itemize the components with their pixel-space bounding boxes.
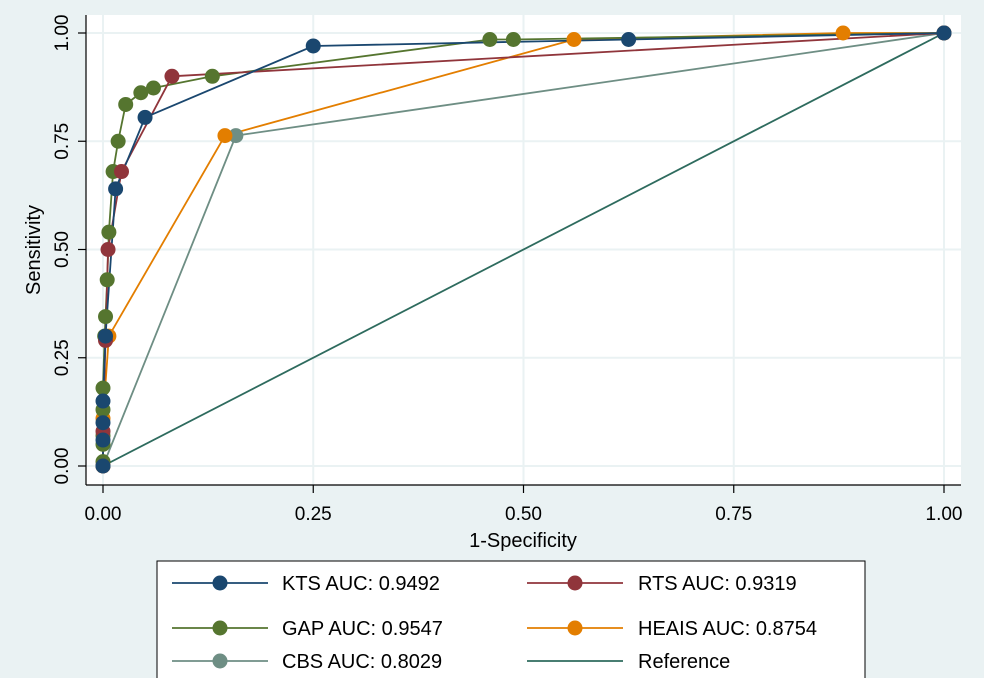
series-2-point-14 <box>145 80 161 96</box>
y-tick-label-3: 0.75 <box>52 123 73 160</box>
series-2-point-15 <box>204 68 220 84</box>
series-2-point-5 <box>95 380 111 396</box>
series-line-5 <box>102 32 945 467</box>
legend-marker-1 <box>567 575 583 591</box>
legend-label-3: HEAIS AUC: 0.8754 <box>638 618 817 640</box>
series-0-point-6 <box>137 109 153 125</box>
legend-label-4: CBS AUC: 0.8029 <box>282 651 442 673</box>
legend-label-5: Reference <box>638 651 730 673</box>
y-tick-label-1: 0.25 <box>52 339 73 376</box>
series-1-point-5 <box>164 68 180 84</box>
legend-marker-0 <box>212 575 228 591</box>
legend-label-1: RTS AUC: 0.9319 <box>638 573 797 595</box>
series-2-point-8 <box>99 272 115 288</box>
series-0-point-1 <box>95 432 111 448</box>
x-tick-label-0: 0.00 <box>85 504 122 525</box>
legend: KTS AUC: 0.9492 RTS AUC: 0.9319 GAP AUC: 0… <box>172 573 817 673</box>
x-tick-label-3: 0.75 <box>715 504 752 525</box>
series-3-point-5 <box>835 25 851 41</box>
series-0-point-5 <box>108 181 124 197</box>
series-0-point-7 <box>305 38 321 54</box>
series-2-point-9 <box>101 224 117 240</box>
y-tick-label-4: 1.00 <box>52 15 73 52</box>
y-axis-label: Sensitivity <box>23 205 45 295</box>
series-0-point-8 <box>621 31 637 47</box>
x-axis-label: 1-Specificity <box>469 530 577 552</box>
series-2-point-13 <box>133 85 149 101</box>
series-1-point-3 <box>100 242 116 257</box>
series-0-point-2 <box>95 415 111 431</box>
x-tick-label-2: 0.50 <box>505 504 542 525</box>
axes: 0.00 0.25 0.50 0.75 1.00 0.00 0.25 0.50 0.75 1.00 <box>52 15 962 525</box>
series-3-point-3 <box>217 128 233 144</box>
series-2-point-7 <box>98 309 114 325</box>
series-2-point-16 <box>482 31 498 47</box>
x-tick-label-1: 0.25 <box>295 504 332 525</box>
series-2-point-11 <box>110 133 126 149</box>
series-2-point-17 <box>505 31 521 47</box>
legend-marker-4 <box>212 653 228 669</box>
y-tick-label-0: 0.00 <box>52 448 73 485</box>
legend-marker-2 <box>212 620 228 636</box>
series-2-point-12 <box>118 96 134 112</box>
series-0-point-4 <box>98 328 114 344</box>
series-0-point-9 <box>936 25 952 41</box>
series-0-point-3 <box>95 393 111 409</box>
legend-label-0: KTS AUC: 0.9492 <box>282 573 440 595</box>
y-tick-label-2: 0.50 <box>52 231 73 268</box>
legend-label-2: GAP AUC: 0.9547 <box>282 618 443 640</box>
series-group <box>95 25 952 474</box>
series-3-point-4 <box>566 31 582 47</box>
series-4-point-1 <box>228 128 244 144</box>
x-tick-label-4: 1.00 <box>926 504 963 525</box>
series-1-point-4 <box>114 164 130 180</box>
series-0-point-0 <box>95 458 111 474</box>
legend-box <box>156 560 866 682</box>
legend-marker-3 <box>567 620 583 636</box>
